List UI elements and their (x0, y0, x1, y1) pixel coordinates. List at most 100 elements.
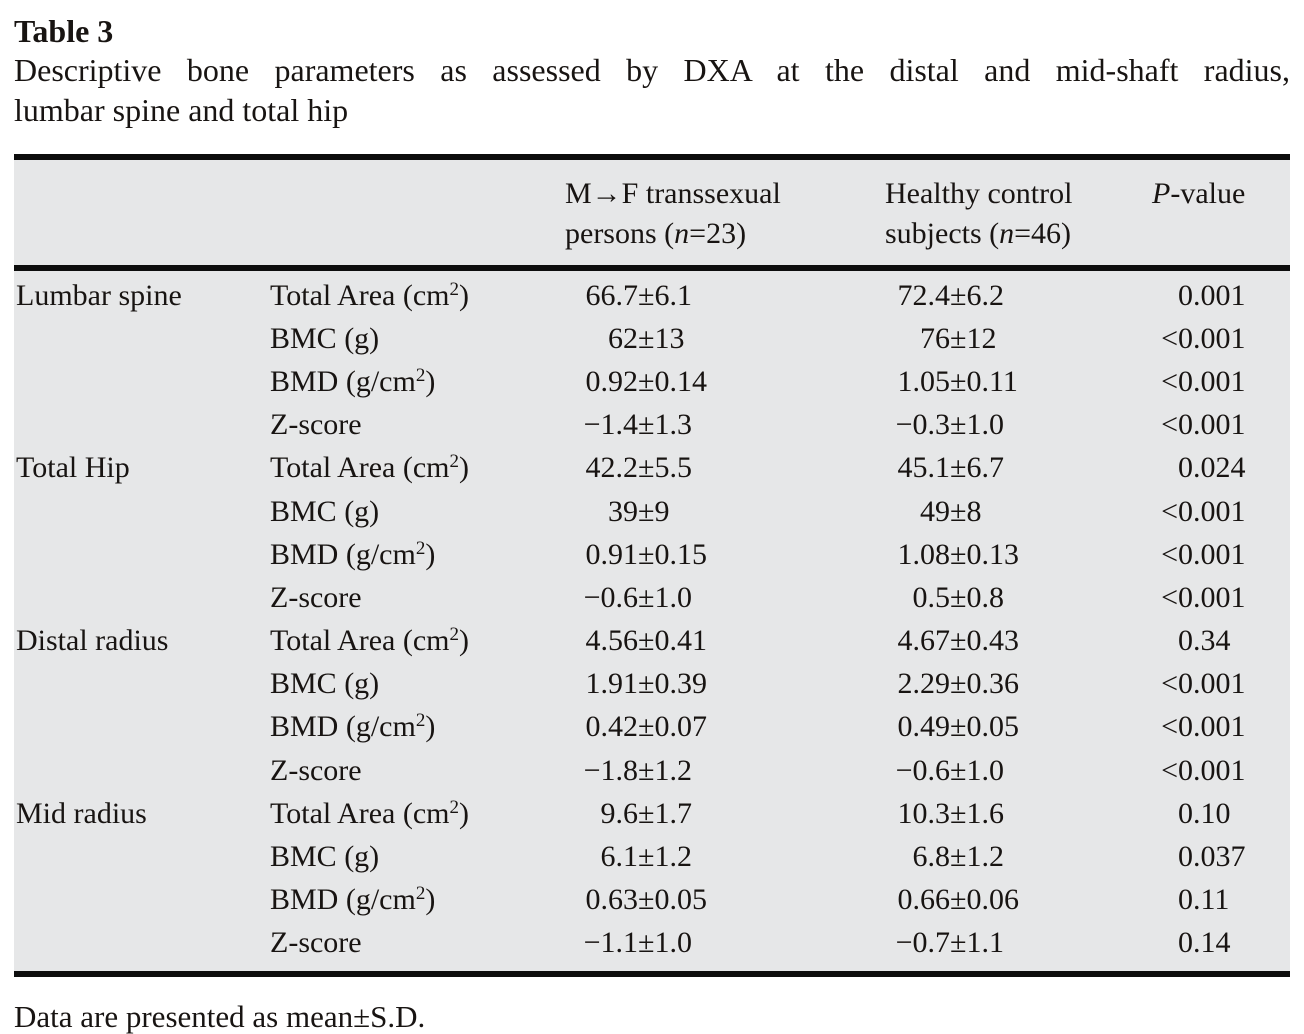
p-value: <0.001 (1152, 365, 1290, 399)
mf-value: 9.6 ±1.7 (565, 797, 885, 831)
value-mean: 2.29 (897, 667, 951, 701)
control-value: 0.66 ±0.06 (885, 883, 1152, 917)
value-sd: ±13 (638, 321, 685, 355)
value-mean: 4.56 (585, 624, 639, 658)
parameter-label: BMC (g) (270, 667, 565, 701)
mf-value: 0.91 ±0.15 (565, 538, 885, 572)
superscript: 2 (415, 537, 426, 559)
p-inequality: < (1161, 753, 1178, 787)
superscript: 2 (449, 624, 460, 646)
table-body: Lumbar spine Total Area (cm2) 66.7 ±6.1 7… (14, 271, 1290, 971)
mf-value: −1.4 ±1.3 (565, 408, 885, 442)
control-header-n-symbol: n (999, 217, 1015, 250)
value-sd: ±1.6 (950, 796, 1004, 830)
value-mean: 0.91 (585, 537, 639, 571)
control-value: −0.6 ±1.0 (885, 754, 1152, 788)
p-value: 0.34 (1152, 624, 1290, 658)
value-mean: 62 (608, 321, 638, 355)
p-inequality: < (1161, 580, 1178, 614)
p-value: <0.001 (1152, 667, 1290, 701)
p-value: <0.001 (1152, 495, 1290, 529)
table-row: Total Hip Total Area (cm2) 42.2 ±5.5 45.1… (14, 447, 1290, 490)
value-mean: −0.6 (583, 580, 638, 614)
value-sd: ±0.07 (638, 710, 707, 744)
value-mean: 0.63 (585, 883, 639, 917)
value-mean: 10.3 (897, 796, 951, 830)
p-inequality (1152, 624, 1178, 658)
parameter-text: Total Area (cm (270, 796, 450, 830)
column-header-pvalue: P-value (1152, 174, 1290, 214)
value-mean: 6.8 (912, 840, 951, 874)
superscript: 2 (415, 710, 426, 732)
parameter-label: BMD (g/cm2) (270, 883, 565, 917)
p-inequality (1152, 451, 1178, 485)
parameter-label: BMC (g) (270, 495, 565, 529)
value-sd: ±1.0 (950, 753, 1004, 787)
value-mean: −0.6 (895, 753, 950, 787)
control-value: 1.05 ±0.11 (885, 365, 1152, 399)
value-mean: −1.4 (583, 408, 638, 442)
value-mean: 45.1 (897, 451, 951, 485)
value-sd: ±1.0 (638, 926, 692, 960)
value-sd: ±0.39 (638, 667, 707, 701)
value-sd: ±8 (950, 494, 982, 528)
p-inequality: < (1161, 710, 1178, 744)
column-header-mf-group: M→F transsexual persons (n=23) (565, 174, 885, 254)
mf-value: 0.92 ±0.14 (565, 365, 885, 399)
p-inequality (1152, 883, 1178, 917)
parameter-label: Total Area (cm2) (270, 451, 565, 485)
value-sd: ±0.13 (950, 537, 1019, 571)
mf-value: 39 ±9 (565, 495, 885, 529)
site-label: Total Hip (16, 451, 130, 485)
parameter-text: BMD (g/cm (270, 710, 416, 744)
mf-value: 62 ±13 (565, 322, 885, 356)
p-value: <0.001 (1152, 754, 1290, 788)
p-number: 0.001 (1178, 494, 1246, 528)
value-sd: ±5.5 (638, 451, 692, 485)
value-sd: ±1.2 (638, 753, 692, 787)
p-number: 0.001 (1178, 364, 1246, 398)
value-sd: ±1.0 (950, 408, 1004, 442)
p-inequality (1152, 840, 1178, 874)
table-header-row: M→F transsexual persons (n=23) Healthy c… (14, 160, 1290, 271)
value-sd: ±1.0 (638, 580, 692, 614)
value-sd: ±0.43 (950, 624, 1019, 658)
mf-value: 0.42 ±0.07 (565, 710, 885, 744)
parameter-label: Total Area (cm2) (270, 624, 565, 658)
superscript: 2 (415, 364, 426, 386)
value-mean: 49 (920, 494, 950, 528)
p-number: 0.34 (1178, 624, 1231, 658)
value-sd: ±12 (950, 321, 997, 355)
control-value: 2.29 ±0.36 (885, 667, 1152, 701)
p-value: 0.001 (1152, 279, 1290, 313)
table-row: BMC (g) 1.91 ±0.39 2.29 ±0.36 <0.001 (14, 663, 1290, 706)
control-value: 0.5 ±0.8 (885, 581, 1152, 615)
table-caption-line1: Descriptive bone parameters as assessed … (14, 52, 1290, 88)
site-label: Distal radius (16, 624, 169, 658)
value-mean: 76 (920, 321, 950, 355)
p-inequality: < (1161, 321, 1178, 355)
p-inequality: < (1161, 537, 1178, 571)
table-number-title: Table 3 (14, 13, 114, 49)
value-mean: 1.05 (897, 364, 951, 398)
parameter-text: Z-score (270, 926, 362, 960)
pvalue-p-symbol: P (1152, 177, 1171, 210)
value-sd: ±6.7 (950, 451, 1004, 485)
table-row: Lumbar spine Total Area (cm2) 66.7 ±6.1 7… (14, 274, 1290, 317)
value-sd: ±0.14 (638, 364, 707, 398)
value-mean: −0.7 (895, 926, 950, 960)
mf-header-line2-pre: persons ( (565, 217, 675, 250)
table-row: Z-score −1.1 ±1.0 −0.7 ±1.1 0.14 (14, 922, 1290, 965)
value-mean: −1.1 (583, 926, 638, 960)
parameter-text-end: ) (459, 796, 469, 830)
table-row: BMD (g/cm2) 0.91 ±0.15 1.08 ±0.13 <0.001 (14, 533, 1290, 576)
parameter-text: Total Area (cm (270, 624, 450, 658)
parameter-text: Z-score (270, 753, 362, 787)
table-row: BMD (g/cm2) 0.42 ±0.07 0.49 ±0.05 <0.001 (14, 706, 1290, 749)
superscript: 2 (449, 796, 460, 818)
p-number: 0.037 (1178, 840, 1246, 874)
control-header-line2-post: =46) (1014, 217, 1072, 250)
site-label: Mid radius (16, 796, 147, 830)
value-sd: ±0.11 (950, 364, 1018, 398)
